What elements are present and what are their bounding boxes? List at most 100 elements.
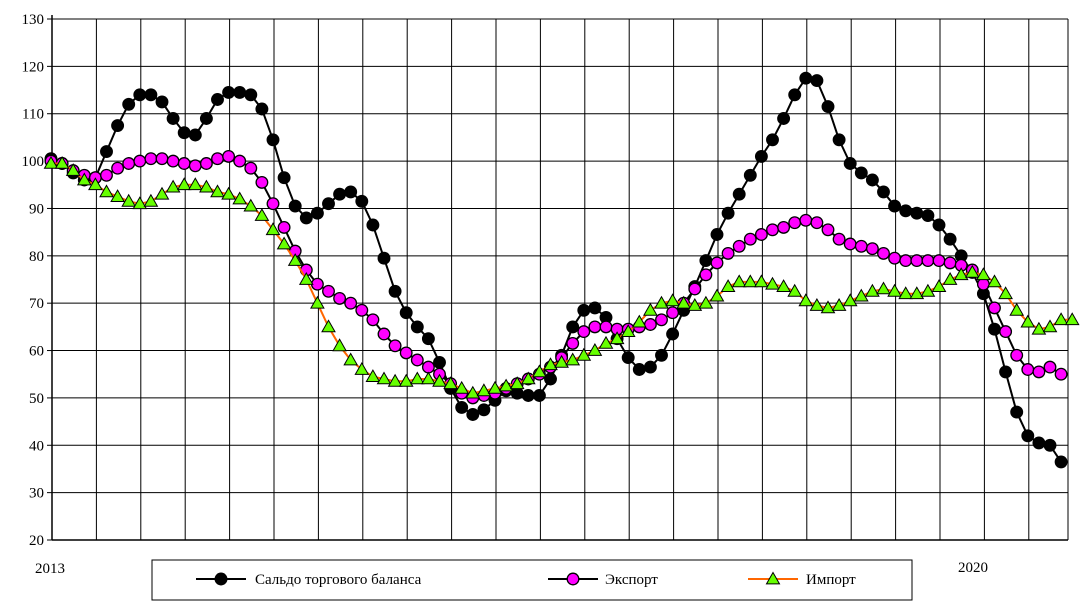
data-point [43,155,59,169]
data-point [599,320,613,334]
data-point [655,313,668,327]
data-point [266,197,280,211]
data-point [1043,360,1057,374]
data-point [976,277,990,291]
data-point [310,277,324,291]
data-point [777,112,791,125]
data-point [487,380,503,394]
y-tick-label: 20 [29,533,44,549]
series-line [50,155,1062,399]
legend-label: Сальдо торгового баланса [255,572,422,588]
data-point [987,274,1002,288]
data-point [865,242,879,256]
data-point [477,403,491,417]
data-point [265,222,281,236]
data-point [521,389,535,402]
data-point [888,199,902,213]
data-point [299,211,313,225]
data-point [732,187,746,201]
data-point [1031,321,1047,335]
data-point [543,357,558,371]
y-tick-label: 100 [22,154,45,170]
y-tick-label: 60 [29,344,44,360]
data-point [421,332,435,346]
data-point [233,85,247,99]
data-point [233,154,247,168]
data-point [687,297,703,311]
data-point [943,256,957,270]
data-point [133,154,147,168]
data-point [544,372,557,386]
y-tick-label: 40 [29,438,44,454]
data-point [509,376,525,390]
data-point [498,378,514,392]
data-point [742,274,758,288]
data-point [122,97,136,111]
data-point [110,189,125,202]
data-point [988,301,1001,315]
y-tick-label: 120 [22,59,45,75]
data-point [466,408,480,421]
data-point [187,177,203,191]
data-point [210,184,225,198]
data-point [620,324,636,337]
data-point [377,327,391,341]
data-point [520,371,536,385]
series-group [43,71,1080,469]
data-point [721,246,735,260]
data-point [155,152,169,166]
data-point [332,338,347,352]
data-point [932,254,946,268]
data-point [399,346,413,360]
data-point [887,283,902,297]
data-point [100,145,113,159]
data-point [787,283,803,297]
data-point [366,218,380,232]
data-point [177,157,191,170]
data-point [421,371,436,385]
data-point [1032,436,1046,450]
data-point [222,149,236,163]
data-point [211,93,224,106]
data-point [699,254,713,268]
data-point [832,232,846,246]
data-point [698,295,714,309]
data-point [743,168,757,182]
data-point [1042,319,1058,333]
x-tick-label: 2020 [958,560,988,576]
legend-marker [765,571,781,585]
data-point [676,295,692,309]
data-point [199,112,213,125]
y-tick-label: 50 [29,391,44,407]
data-point [355,194,369,208]
data-point [921,254,935,268]
data-point [1021,363,1035,376]
data-point [776,279,791,292]
data-point [998,286,1013,300]
data-point [999,365,1013,379]
data-point [376,371,392,385]
data-point [754,274,769,288]
data-point [1010,348,1024,362]
data-point [1010,405,1024,419]
data-point [598,335,614,349]
data-point [920,283,936,297]
y-tick-label: 110 [22,107,44,123]
data-point [1064,312,1080,326]
data-point [854,239,868,253]
data-point [433,355,446,369]
data-point [910,254,924,268]
data-point [621,351,635,365]
y-tick-label: 130 [22,12,45,28]
data-point [1032,365,1046,379]
data-point [322,284,335,298]
data-point [588,320,602,334]
data-point [254,208,270,221]
data-point [100,168,113,182]
axes: 20 30 40 50 60 70 80 90 100 110 120 130 2013 2020 [22,12,1068,577]
data-point [666,306,680,320]
data-point [809,297,825,311]
data-point [532,389,546,402]
data-point [88,177,103,191]
